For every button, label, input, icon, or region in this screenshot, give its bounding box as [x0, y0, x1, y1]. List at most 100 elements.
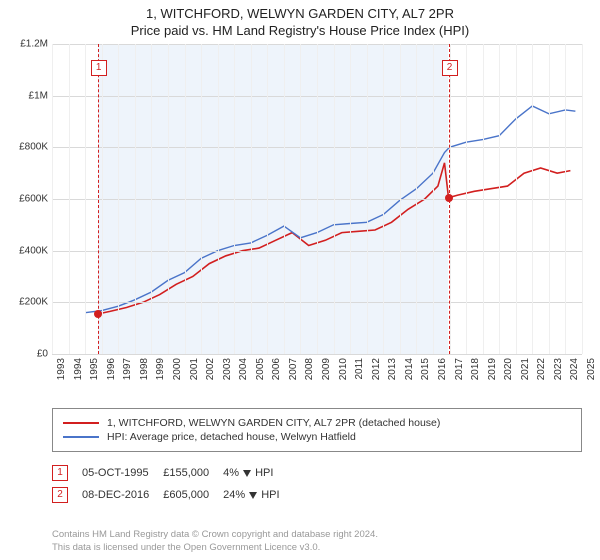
y-axis-tick-label: £600K	[19, 194, 48, 205]
gridline-vertical	[350, 44, 351, 354]
legend-swatch-series-2	[63, 436, 99, 438]
event-hpi-1: 4% HPI	[223, 467, 273, 479]
event-row-1: 1 05-OCT-1995 £155,000 4% HPI	[52, 462, 294, 484]
plot-area: 12	[52, 44, 582, 354]
gridline-vertical	[218, 44, 219, 354]
event-price-1: £155,000	[163, 462, 223, 484]
legend-row-series-1: 1, WITCHFORD, WELWYN GARDEN CITY, AL7 2P…	[63, 417, 571, 429]
x-axis-tick-label: 2001	[189, 358, 200, 380]
x-axis-tick-label: 2012	[371, 358, 382, 380]
gridline-vertical	[549, 44, 550, 354]
x-axis-tick-label: 2007	[288, 358, 299, 380]
gridline-vertical	[433, 44, 434, 354]
x-axis-tick-label: 2008	[304, 358, 315, 380]
event-marker-box: 1	[91, 60, 107, 76]
chart-wrap: £0£200K£400K£600K£800K£1M£1.2M 12 199319…	[0, 44, 600, 404]
arrow-down-icon	[243, 470, 251, 477]
series-line-2	[85, 106, 575, 313]
event-marker-2: 2	[52, 487, 68, 503]
gridline-vertical	[251, 44, 252, 354]
gridline-vertical	[69, 44, 70, 354]
chart-container: 1, WITCHFORD, WELWYN GARDEN CITY, AL7 2P…	[0, 0, 600, 560]
legend-and-events: 1, WITCHFORD, WELWYN GARDEN CITY, AL7 2P…	[52, 408, 582, 506]
y-axis-tick-label: £0	[37, 349, 48, 360]
x-axis-tick-label: 2004	[238, 358, 249, 380]
title-sub: Price paid vs. HM Land Registry's House …	[0, 23, 600, 38]
x-axis-tick-label: 2009	[321, 358, 332, 380]
gridline-vertical	[516, 44, 517, 354]
gridline-vertical	[582, 44, 583, 354]
x-axis-tick-label: 1993	[56, 358, 67, 380]
gridline-vertical	[168, 44, 169, 354]
x-axis-tick-label: 2002	[205, 358, 216, 380]
gridline-vertical	[151, 44, 152, 354]
y-axis-tick-label: £800K	[19, 142, 48, 153]
x-axis-tick-label: 2014	[404, 358, 415, 380]
event-point	[445, 194, 453, 202]
gridline-vertical	[367, 44, 368, 354]
x-axis-tick-label: 2025	[586, 358, 597, 380]
gridline-vertical	[102, 44, 103, 354]
legend-swatch-series-1	[63, 422, 99, 424]
event-pct-1: 4% HPI	[223, 462, 293, 484]
x-axis-tick-label: 2018	[470, 358, 481, 380]
title-main: 1, WITCHFORD, WELWYN GARDEN CITY, AL7 2P…	[0, 6, 600, 21]
gridline-vertical	[317, 44, 318, 354]
gridline-vertical	[234, 44, 235, 354]
gridline-vertical	[532, 44, 533, 354]
event-price-2: £605,000	[163, 484, 223, 506]
gridline-vertical	[185, 44, 186, 354]
gridline-vertical	[499, 44, 500, 354]
x-axis-tick-label: 2023	[553, 358, 564, 380]
x-axis-tick-label: 2006	[271, 358, 282, 380]
gridline-vertical	[334, 44, 335, 354]
x-axis-tick-label: 1997	[122, 358, 133, 380]
event-date-2: 08-DEC-2016	[82, 484, 163, 506]
event-date-1: 05-OCT-1995	[82, 462, 163, 484]
x-axis-tick-label: 2003	[222, 358, 233, 380]
x-axis-tick-label: 2010	[338, 358, 349, 380]
y-axis-tick-label: £200K	[19, 297, 48, 308]
y-axis-tick-label: £400K	[19, 245, 48, 256]
gridline-vertical	[383, 44, 384, 354]
x-axis-tick-label: 1994	[73, 358, 84, 380]
x-axis-tick-label: 2024	[569, 358, 580, 380]
gridline-vertical	[483, 44, 484, 354]
gridline-vertical	[118, 44, 119, 354]
gridline-vertical	[85, 44, 86, 354]
gridline-vertical	[300, 44, 301, 354]
footnote-line-1: Contains HM Land Registry data © Crown c…	[52, 529, 378, 541]
event-point	[94, 310, 102, 318]
event-pct-2: 24% HPI	[223, 484, 293, 506]
x-axis-tick-label: 2017	[454, 358, 465, 380]
x-axis-tick-label: 2000	[172, 358, 183, 380]
title-block: 1, WITCHFORD, WELWYN GARDEN CITY, AL7 2P…	[0, 0, 600, 38]
x-axis-tick-label: 1995	[89, 358, 100, 380]
gridline-vertical	[267, 44, 268, 354]
x-axis-tick-label: 2022	[536, 358, 547, 380]
x-axis-tick-label: 2019	[487, 358, 498, 380]
gridline-vertical	[284, 44, 285, 354]
legend-label-series-2: HPI: Average price, detached house, Welw…	[107, 431, 356, 443]
legend-row-series-2: HPI: Average price, detached house, Welw…	[63, 431, 571, 443]
event-marker-1: 1	[52, 465, 68, 481]
y-axis-tick-label: £1.2M	[20, 39, 48, 50]
x-axis-tick-label: 2011	[354, 358, 365, 380]
gridline-vertical	[466, 44, 467, 354]
event-marker-box: 2	[442, 60, 458, 76]
events-table: 1 05-OCT-1995 £155,000 4% HPI 2 08-DEC-2…	[52, 462, 294, 506]
event-row-2: 2 08-DEC-2016 £605,000 24% HPI	[52, 484, 294, 506]
footnote: Contains HM Land Registry data © Crown c…	[52, 529, 378, 554]
x-axis-tick-label: 1996	[106, 358, 117, 380]
legend-label-series-1: 1, WITCHFORD, WELWYN GARDEN CITY, AL7 2P…	[107, 417, 440, 429]
gridline-vertical	[135, 44, 136, 354]
event-dashed-line	[98, 44, 99, 354]
y-axis-tick-label: £1M	[29, 90, 48, 101]
gridline-vertical	[400, 44, 401, 354]
x-axis-tick-label: 2015	[420, 358, 431, 380]
event-hpi-2: 24% HPI	[223, 489, 279, 501]
footnote-line-2: This data is licensed under the Open Gov…	[52, 542, 378, 554]
gridline-vertical	[201, 44, 202, 354]
gridline-vertical	[52, 44, 53, 354]
x-axis-tick-label: 1999	[155, 358, 166, 380]
